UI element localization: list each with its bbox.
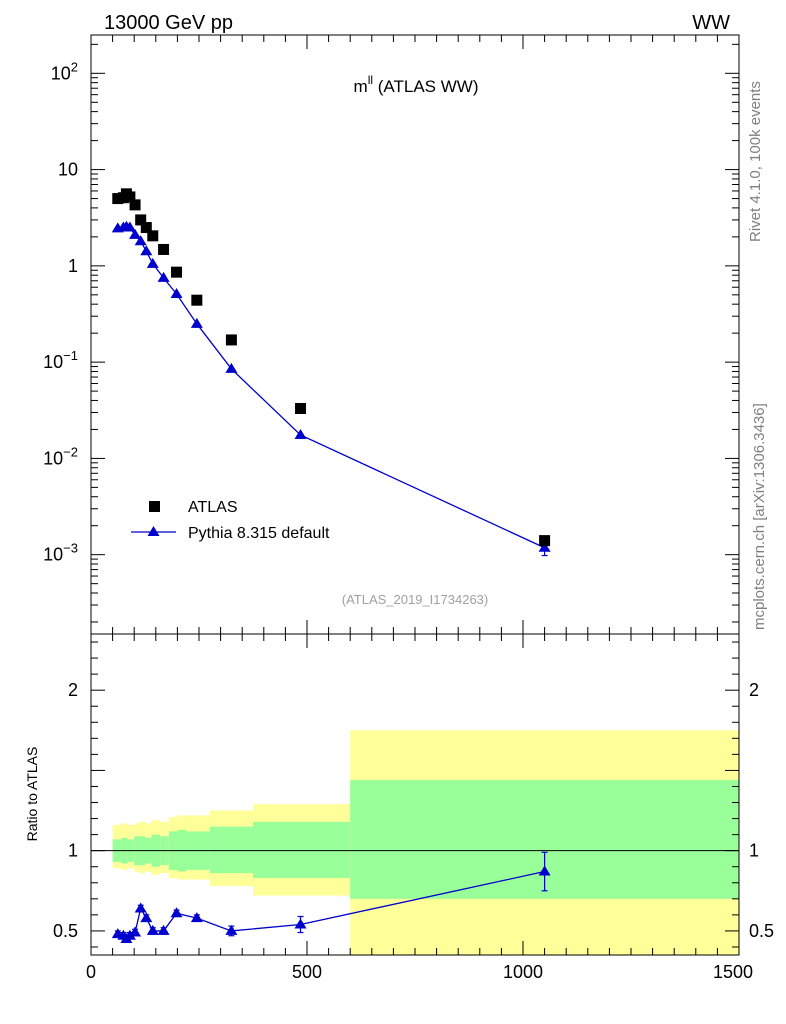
ratio-y-tick-label-right: 0.5 xyxy=(749,921,774,941)
ratio-axis-tick-labels: 0.5 0.5 1 1 2 2 0 500 1000 1500 xyxy=(53,680,774,982)
atlas-point xyxy=(147,230,159,242)
ratio-point xyxy=(170,907,183,918)
ratio-y-tick-label-right: 2 xyxy=(749,680,759,700)
main-plot-frame xyxy=(90,34,740,635)
main-y-tick-label: 10−3 xyxy=(43,541,78,565)
atlas-point xyxy=(140,222,152,234)
ratio-band-green xyxy=(253,821,351,878)
atlas-point xyxy=(539,535,551,547)
ratio-uncertainty-bands xyxy=(112,730,739,955)
ratio-x-tick-label: 1500 xyxy=(713,962,753,982)
main-y-tick-label: 10−1 xyxy=(43,348,78,372)
rivet-version-label: Rivet 4.1.0, 100k events xyxy=(747,81,764,242)
header-process-label: WW xyxy=(692,12,730,34)
pythia-point xyxy=(538,541,551,552)
pythia-point xyxy=(146,257,159,268)
main-y-tick-label: 1 xyxy=(68,256,78,276)
main-y-tick-labels: 102 10 1 10−1 10−2 10−3 xyxy=(43,59,78,564)
ratio-point xyxy=(157,924,170,935)
ratio-point xyxy=(129,926,142,937)
ratio-y-tick-label-left: 0.5 xyxy=(53,921,78,941)
atlas-point xyxy=(225,334,237,346)
ratio-point xyxy=(146,924,159,935)
atlas-point xyxy=(295,402,307,414)
ratio-point xyxy=(190,912,203,923)
ratio-y-tick-label-left: 1 xyxy=(68,841,78,861)
ratio-point xyxy=(225,924,238,935)
legend-pythia-marker xyxy=(147,526,160,536)
ratio-series xyxy=(111,851,551,943)
plot-title-main: m xyxy=(354,77,368,96)
legend: ATLAS Pythia 8.315 default xyxy=(131,499,330,542)
atlas-point xyxy=(129,199,141,211)
analysis-id-label: (ATLAS_2019_I1734263) xyxy=(342,592,488,607)
atlas-point xyxy=(124,191,136,203)
pythia-point xyxy=(170,288,183,299)
main-y-tick-label: 102 xyxy=(51,59,78,83)
ratio-point xyxy=(134,902,147,913)
pythia-point xyxy=(225,362,238,373)
atlas-point xyxy=(191,294,203,306)
atlas-point xyxy=(158,243,170,255)
main-series xyxy=(111,188,551,557)
ratio-plot-panel: 0.5 0.5 1 1 2 2 0 500 1000 1500 Ratio to ATLAS xyxy=(24,633,774,982)
main-y-tick-label: 10−2 xyxy=(43,444,78,468)
pythia-point xyxy=(123,221,136,232)
legend-atlas-marker xyxy=(149,501,160,512)
pythia-point xyxy=(190,317,203,328)
ratio-y-axis-label: Ratio to ATLAS xyxy=(24,747,40,842)
plot-title-superscript: ll xyxy=(368,73,373,87)
pythia-point xyxy=(294,429,307,440)
ratio-point xyxy=(140,912,153,923)
plot-title: mll (ATLAS WW) xyxy=(354,73,479,96)
source-url-label: mcplots.cern.ch [arXiv:1306.3436] xyxy=(751,403,768,630)
ratio-point xyxy=(294,918,307,929)
ratio-y-tick-label-right: 1 xyxy=(749,841,759,861)
ratio-x-tick-label: 1000 xyxy=(503,962,543,982)
main-plot-panel: mll (ATLAS WW) (ATLAS_2019_I1734263) 102… xyxy=(43,34,740,635)
main-y-tick-label: 10 xyxy=(58,160,78,180)
header-energy-label: 13000 GeV pp xyxy=(104,12,233,34)
legend-pythia-label: Pythia 8.315 default xyxy=(188,525,330,542)
pythia-point xyxy=(134,235,147,246)
pythia-point xyxy=(157,271,170,282)
atlas-point xyxy=(171,266,183,278)
atlas-point xyxy=(112,193,124,205)
ratio-x-tick-label: 500 xyxy=(292,962,322,982)
ratio-point xyxy=(538,865,551,876)
atlas-point xyxy=(135,214,147,226)
ratio-band-green xyxy=(209,826,253,874)
pythia-point xyxy=(140,245,153,256)
ratio-y-tick-label-left: 2 xyxy=(68,680,78,700)
legend-atlas-label: ATLAS xyxy=(188,499,238,516)
plot-title-rest: (ATLAS WW) xyxy=(373,77,478,96)
ratio-plot-frame xyxy=(90,633,740,956)
ratio-point xyxy=(123,929,136,940)
ratio-x-tick-label: 0 xyxy=(86,962,96,982)
pythia-point xyxy=(129,228,142,239)
